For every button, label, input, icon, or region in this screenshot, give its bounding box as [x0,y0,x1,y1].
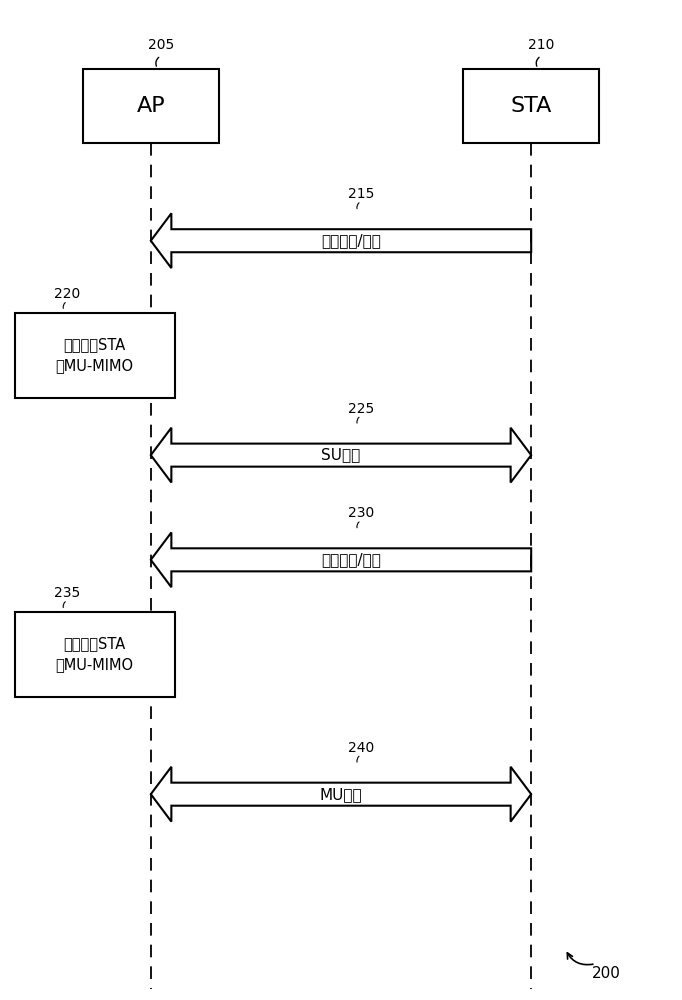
Text: 230: 230 [349,506,374,520]
Text: 禁用针对STA
的MU-MIMO: 禁用针对STA 的MU-MIMO [56,337,134,373]
Text: SU通信: SU通信 [321,448,361,463]
FancyBboxPatch shape [463,69,599,143]
Text: 220: 220 [55,287,80,301]
Text: 205: 205 [148,38,174,52]
Text: 210: 210 [528,38,554,52]
Text: 启用针对STA
的MU-MIMO: 启用针对STA 的MU-MIMO [56,637,134,673]
FancyBboxPatch shape [83,69,219,143]
Text: 240: 240 [349,741,374,755]
Text: 触发信号/通信: 触发信号/通信 [321,233,381,248]
Text: 225: 225 [349,402,374,416]
FancyBboxPatch shape [15,612,175,697]
Text: 200: 200 [591,966,621,981]
Text: AP: AP [136,96,165,116]
Text: 235: 235 [55,586,80,600]
FancyBboxPatch shape [15,313,175,398]
Text: 触发信号/通信: 触发信号/通信 [321,552,381,567]
Text: 215: 215 [349,187,374,201]
Text: MU通信: MU通信 [320,787,362,802]
Text: STA: STA [511,96,552,116]
